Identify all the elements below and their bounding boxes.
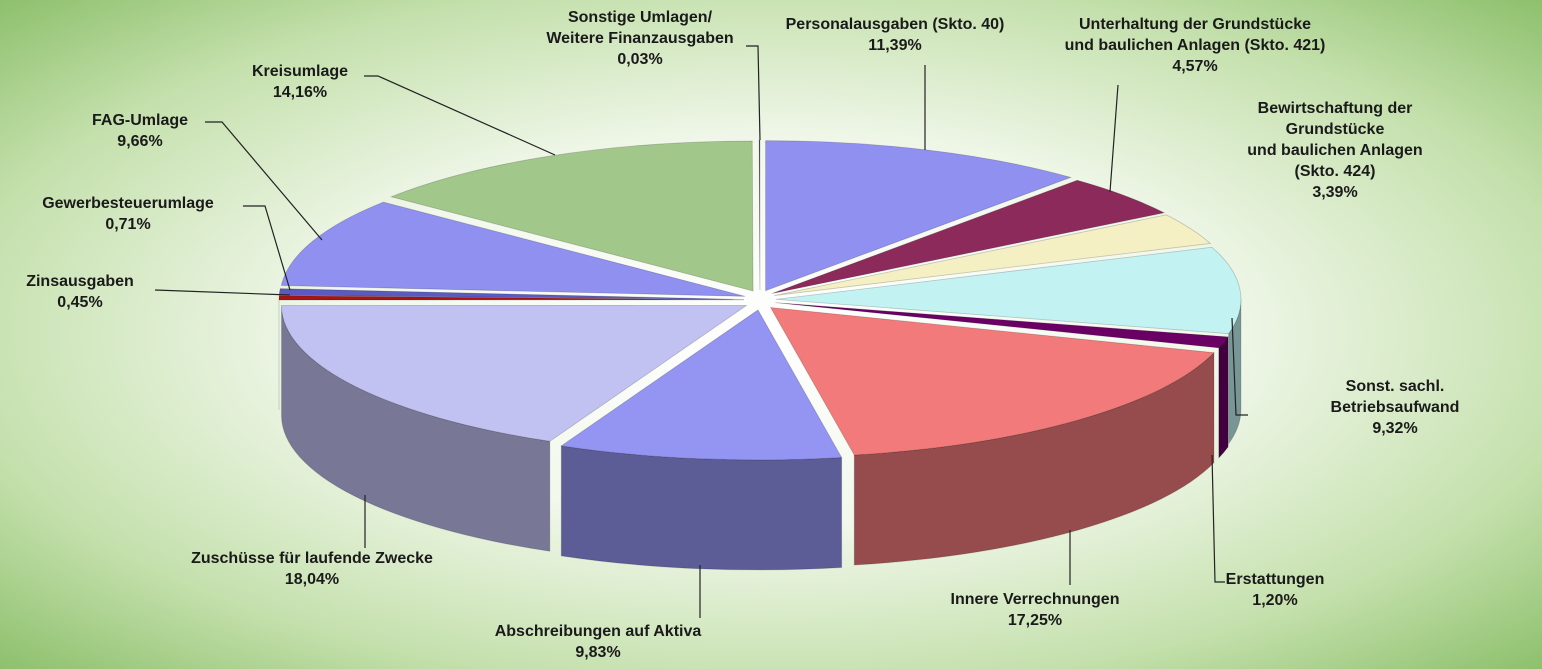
category-label: Bewirtschaftung der Grundstücke und baul… [1247, 100, 1423, 180]
value-label: 0,03% [617, 51, 663, 68]
slice [560, 309, 843, 461]
category-label: Abschreibungen auf Aktiva [494, 623, 702, 640]
slice-side [560, 445, 843, 571]
value-label: 0,45% [57, 294, 103, 311]
slice [775, 246, 1242, 335]
slice [281, 304, 748, 442]
leader [205, 121, 323, 241]
slice-label: Abschreibungen auf Aktiva 9,83% [495, 621, 702, 663]
value-label: 11,39% [868, 37, 922, 54]
slice [278, 295, 745, 301]
category-label: Kreisumlage [251, 63, 349, 80]
category-label: Sonst. sachl. Betriebsaufwand [1330, 378, 1460, 416]
leader [746, 45, 761, 141]
value-label: 9,32% [1372, 420, 1418, 437]
value-label: 1,20% [1252, 592, 1298, 609]
slice [775, 302, 1229, 349]
category-label: Sonstige Umlagen/ Weitere Finanzausgaben [546, 9, 734, 47]
leader [154, 289, 291, 296]
slice [771, 179, 1166, 294]
slice [765, 140, 1072, 292]
slice-label: Zinsausgaben 0,45% [26, 271, 134, 313]
value-label: 18,04% [284, 571, 340, 588]
slice-label: Sonstige Umlagen/ Weitere Finanzausgaben… [546, 7, 733, 70]
slice-label: Zuschüsse für laufende Zwecke 18,04% [191, 548, 433, 590]
slice [390, 140, 754, 292]
slice-label: FAG-Umlage 9,66% [92, 110, 188, 152]
slice-label: Gewerbesteuerumlage 0,71% [42, 193, 214, 235]
leader [1231, 317, 1248, 416]
category-label: Innere Verrechnungen [950, 591, 1120, 608]
slice [758, 139, 761, 291]
value-label: 4,57% [1172, 58, 1218, 75]
category-label: Zuschüsse für laufende Zwecke [191, 550, 433, 567]
slice-label: Bewirtschaftung der Grundstücke und baul… [1232, 98, 1439, 203]
slice-label: Kreisumlage 14,16% [252, 61, 348, 103]
category-label: FAG-Umlage [91, 112, 189, 129]
category-label: Personalausgaben (Skto. 40) [785, 16, 1005, 33]
slice [278, 288, 745, 300]
category-label: Erstattungen [1225, 571, 1325, 588]
slice [769, 307, 1215, 456]
value-label: 9,83% [575, 644, 621, 661]
slice-label: Personalausgaben (Skto. 40) 11,39% [786, 14, 1005, 56]
slice [280, 201, 746, 297]
leader-lines [154, 45, 1248, 618]
leader [364, 75, 556, 156]
category-label: Unterhaltung der Grundstücke und baulich… [1064, 16, 1326, 54]
value-label: 0,71% [105, 216, 151, 233]
category-label: Zinsausgaben [26, 273, 134, 290]
value-label: 3,39% [1312, 184, 1358, 201]
slice-label: Innere Verrechnungen 17,25% [951, 589, 1120, 631]
value-label: 17,25% [1007, 612, 1063, 629]
slice [774, 214, 1212, 296]
slice-label: Erstattungen 1,20% [1226, 569, 1325, 611]
leader [1211, 454, 1225, 583]
slice-side [1218, 335, 1229, 460]
leader [243, 205, 291, 291]
category-label: Gewerbesteuerumlage [42, 195, 214, 212]
slice-label: Sonst. sachl. Betriebsaufwand 9,32% [1322, 376, 1469, 439]
value-label: 14,16% [272, 84, 328, 101]
slice-label: Unterhaltung der Grundstücke und baulich… [1065, 14, 1326, 77]
leader [1109, 84, 1119, 193]
value-label: 9,66% [117, 133, 163, 150]
